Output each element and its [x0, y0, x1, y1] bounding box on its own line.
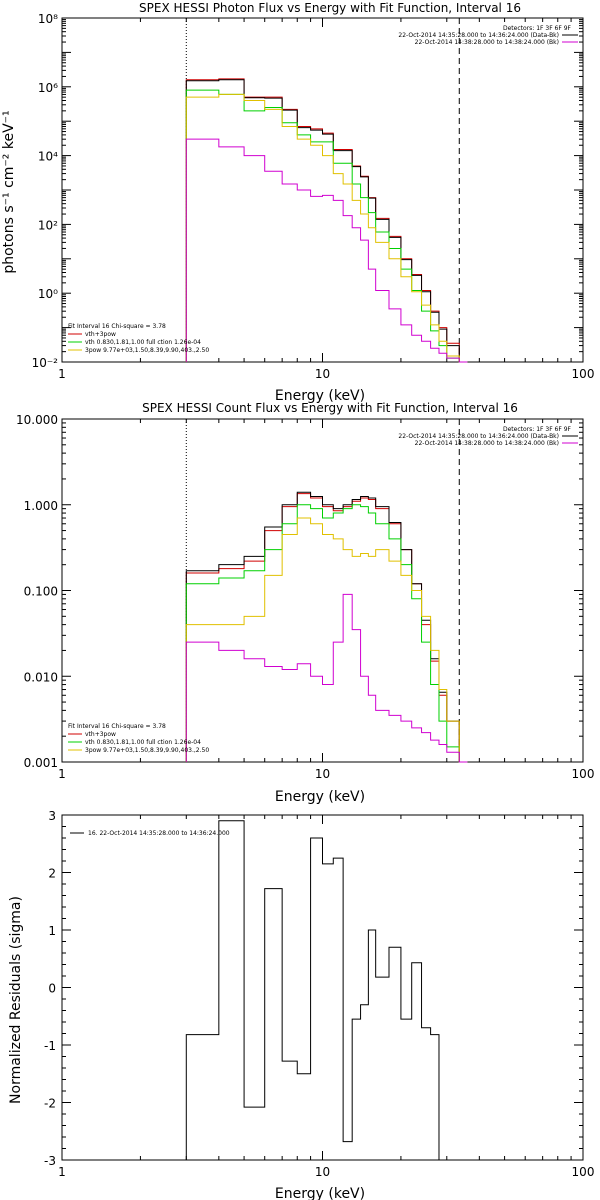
x-tick-label: 100: [572, 1165, 595, 1179]
x-tick-label: 100: [572, 767, 595, 781]
x-tick-label: 10: [315, 767, 330, 781]
y-tick-label: -3: [44, 1154, 56, 1168]
x-tick-label: 10: [315, 1165, 330, 1179]
y-tick-label: 10⁸: [38, 12, 58, 26]
x-tick-label: 1: [58, 1165, 66, 1179]
plot-frame: [61, 17, 584, 363]
y-tick-label: 0.010: [24, 670, 58, 684]
series-line: [185, 89, 468, 363]
y-tick-label: 10²: [38, 218, 58, 232]
series-line: [185, 491, 468, 763]
fit-legend-text: Fit Interval 16 Chi-square = 3.78: [68, 723, 166, 730]
y-tick-label: 10.000: [16, 413, 58, 427]
legend-entry: 22-Oct-2014 14:35:28.000 to 14:36:24.000…: [398, 32, 559, 39]
photon-flux-ylabel: photons s⁻¹ cm⁻² keV⁻¹: [1, 110, 17, 273]
y-tick-label: 3: [48, 809, 56, 823]
plot-frame: [61, 418, 584, 763]
count-flux-plot-area: 1 10 100 0.001 0.010 0.100 1.000 10.000 Detector…: [16, 413, 594, 781]
series-line: [185, 493, 468, 763]
photon-flux-title: SPEX HESSI Photon Flux vs Energy with Fi…: [139, 1, 521, 15]
residuals-ylabel: Normalized Residuals (sigma): [8, 896, 24, 1104]
fit-legend-text: vth 0.830,1.81,1.00 full ction 1.26e-04: [85, 339, 201, 346]
x-tick-label: 10: [315, 367, 330, 381]
y-tick-label: 0: [48, 982, 56, 996]
series-line: [185, 79, 468, 363]
fit-legend-text: Fit Interval 16 Chi-square = 3.78: [68, 323, 166, 330]
y-tick-label: 1: [48, 924, 56, 938]
series-line: [185, 517, 468, 763]
fit-legend-text: 3pow 9.77e+03,1.50,8.39,9.90,403.,2.50: [85, 747, 209, 754]
legend-entry: 22-Oct-2014 14:38:28.000 to 14:38:24.000…: [415, 440, 559, 447]
detectors-label: Detectors: 1F 3F 6F 9F: [503, 426, 572, 433]
plot-frame: [61, 814, 584, 1161]
legend-entry: 22-Oct-2014 14:38:28.000 to 14:38:24.000…: [415, 39, 559, 46]
series-line: [185, 504, 468, 763]
y-tick-label: 10⁻²: [32, 356, 59, 370]
x-tick-label: 100: [572, 367, 595, 381]
series-line: [185, 593, 468, 763]
fit-legend-text: vth+3pow: [85, 331, 116, 338]
y-tick-label: 0.001: [24, 756, 58, 770]
count-flux-title: SPEX HESSI Count Flux vs Energy with Fit…: [142, 401, 518, 415]
series-line: [185, 78, 468, 363]
y-tick-label: 2: [48, 867, 56, 881]
fit-legend-text: vth+3pow: [85, 731, 116, 738]
y-tick-label: 10⁶: [38, 81, 58, 95]
y-tick-label: 10⁴: [38, 150, 58, 164]
residuals-xlabel: Energy (keV): [275, 1186, 365, 1200]
photon-flux-panel: SPEX HESSI Photon Flux vs Energy with Fi…: [1, 1, 594, 404]
x-tick-label: 1: [58, 767, 66, 781]
legend-entry: 22-Oct-2014 14:35:28.000 to 14:36:24.000…: [398, 433, 559, 440]
y-tick-label: 1.000: [24, 499, 58, 513]
series-line: [185, 820, 447, 1161]
series-line: [185, 93, 468, 363]
series-line: [185, 138, 468, 363]
count-flux-panel: SPEX HESSI Count Flux vs Energy with Fit…: [16, 401, 594, 805]
photon-flux-xlabel: Energy (keV): [275, 388, 365, 404]
y-tick-label: -2: [44, 1097, 56, 1111]
fit-legend-text: 3pow 9.77e+03,1.50,8.39,9.90,403.,2.50: [85, 347, 209, 354]
residuals-panel: Energy (keV) Normalized Residuals (sigma…: [8, 809, 594, 1200]
residual-legend-text: 16. 22-Oct-2014 14:35:28.000 to 14:36:24…: [88, 830, 230, 837]
count-flux-xlabel: Energy (keV): [275, 789, 365, 805]
fit-legend-text: vth 0.830,1.81,1.00 full ction 1.26e-04: [85, 739, 201, 746]
x-tick-label: 1: [58, 367, 66, 381]
y-tick-label: 0.100: [24, 585, 58, 599]
residuals-plot-area: 1 10 100 -3 -2 -1 0 1 2 3 16. 22-Oct-2014 14:35:28…: [44, 809, 594, 1179]
detectors-label: Detectors: 1F 3F 6F 9F: [503, 25, 572, 32]
photon-flux-plot-area: 1 10 100 10⁻² 10⁰ 10² 10⁴ 10⁶ 10⁸ Detectors: 1F 3…: [32, 12, 595, 381]
y-tick-label: -1: [44, 1039, 56, 1053]
y-tick-label: 10⁰: [38, 287, 58, 301]
